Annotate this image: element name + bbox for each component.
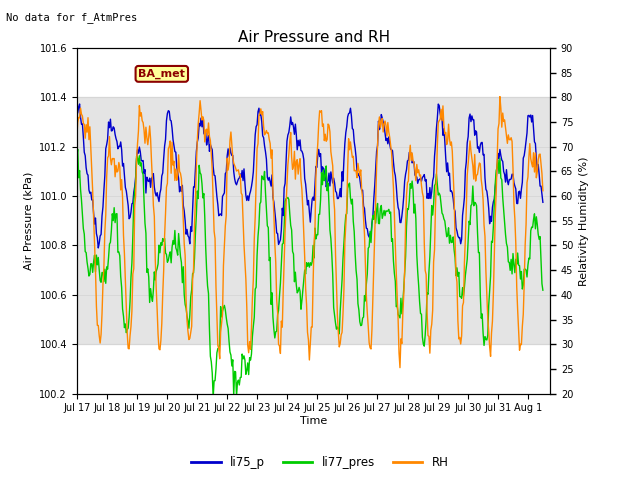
Text: BA_met: BA_met	[138, 69, 185, 79]
Y-axis label: Air Pressure (kPa): Air Pressure (kPa)	[24, 172, 34, 270]
Legend: li75_p, li77_pres, RH: li75_p, li77_pres, RH	[187, 452, 453, 474]
Title: Air Pressure and RH: Air Pressure and RH	[237, 30, 390, 46]
X-axis label: Time: Time	[300, 416, 327, 426]
Y-axis label: Relativity Humidity (%): Relativity Humidity (%)	[579, 156, 589, 286]
Text: No data for f_AtmPres: No data for f_AtmPres	[6, 12, 138, 23]
Bar	[77, 97, 550, 344]
